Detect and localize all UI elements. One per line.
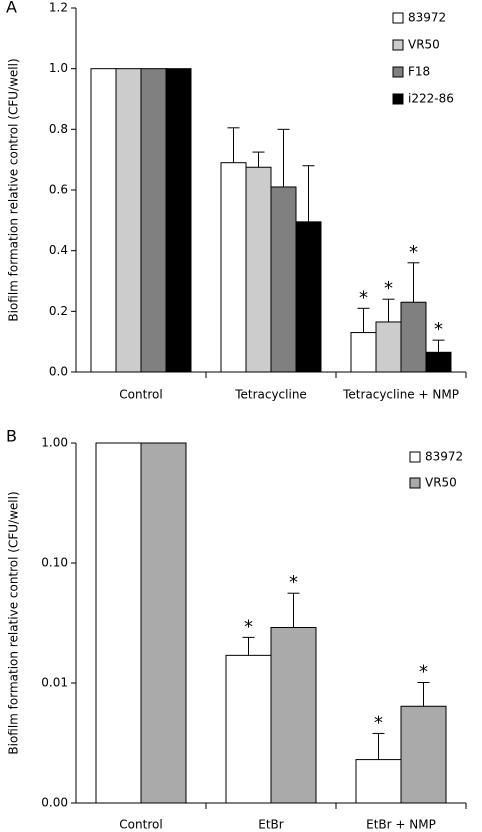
- bar: [375, 321, 402, 373]
- bar: [270, 627, 317, 804]
- significance-marker: *: [244, 616, 253, 637]
- significance-marker: *: [434, 319, 443, 340]
- bar: [400, 705, 447, 804]
- panel-label: A: [6, 0, 17, 17]
- legend-swatch: [409, 451, 421, 463]
- y-tick-label: 0.2: [49, 304, 68, 318]
- y-tick-label: 0.6: [49, 183, 68, 197]
- bar: [270, 186, 297, 373]
- y-tick-label: 1.0: [49, 61, 68, 75]
- bar: [425, 351, 452, 373]
- bar: [140, 442, 187, 804]
- y-tick-label: 0.0: [49, 365, 68, 379]
- x-tick-label: Control: [119, 388, 162, 402]
- y-tick-label: 0.01: [41, 676, 68, 690]
- y-tick-label: 0.00: [41, 796, 68, 810]
- legend-label: 83972: [408, 11, 446, 25]
- legend-label: VR50: [425, 476, 457, 490]
- bar: [140, 68, 167, 373]
- legend-swatch: [392, 66, 404, 78]
- significance-marker: *: [419, 661, 428, 682]
- significance-marker: *: [359, 287, 368, 308]
- significance-marker: *: [409, 242, 418, 263]
- significance-marker: *: [289, 572, 298, 593]
- x-tick-label: Tetracycline: [234, 388, 307, 402]
- y-axis-label: Biofilm formation relative control (CFU/…: [7, 491, 21, 754]
- legend-label: i222-86: [408, 92, 454, 106]
- y-axis-label: Biofilm formation relative control (CFU/…: [7, 58, 21, 321]
- y-tick-label: 0.8: [49, 122, 68, 136]
- bar: [95, 442, 142, 804]
- legend-swatch: [409, 477, 421, 489]
- bar: [225, 654, 272, 804]
- bar: [400, 301, 427, 373]
- bar: [90, 68, 117, 373]
- legend-label: VR50: [408, 38, 440, 52]
- bar: [220, 162, 247, 373]
- y-tick-label: 1.2: [49, 1, 68, 15]
- x-tick-label: EtBr: [258, 818, 284, 832]
- legend-swatch: [392, 39, 404, 51]
- legend-label: 83972: [425, 450, 463, 464]
- bar: [355, 759, 402, 804]
- bar: [245, 166, 272, 373]
- bar: [295, 221, 322, 373]
- bar: [115, 68, 142, 373]
- x-tick-label: EtBr + NMP: [366, 818, 436, 832]
- panel-label: B: [6, 427, 17, 446]
- x-tick-label: Tetracycline + NMP: [342, 388, 459, 402]
- legend-swatch: [392, 93, 404, 105]
- bar: [165, 68, 192, 373]
- y-tick-label: 0.4: [49, 243, 68, 257]
- legend-label: F18: [408, 65, 430, 79]
- bar: [350, 332, 377, 373]
- x-tick-label: Control: [119, 818, 162, 832]
- significance-marker: *: [384, 278, 393, 299]
- legend-swatch: [392, 12, 404, 24]
- y-tick-label: 1.00: [41, 436, 68, 450]
- y-tick-label: 0.10: [41, 556, 68, 570]
- significance-marker: *: [374, 712, 383, 733]
